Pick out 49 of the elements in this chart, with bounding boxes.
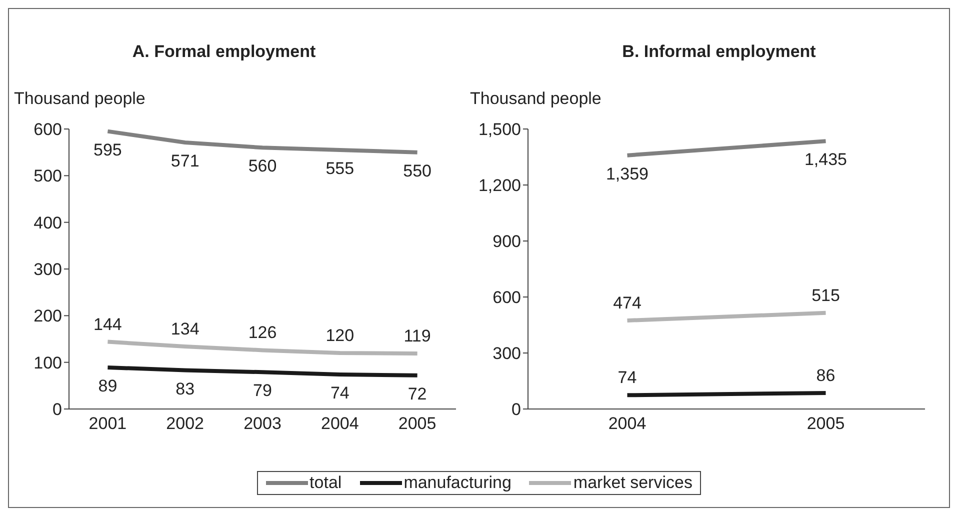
x-tick-label: 2004 — [608, 414, 646, 434]
y-tick-label: 1,200 — [478, 176, 521, 196]
legend-label: market services — [573, 473, 692, 493]
y-tick-label: 600 — [492, 288, 521, 308]
line-series — [106, 365, 420, 378]
x-tick-label: 2004 — [320, 414, 359, 434]
y-tick-label: 400 — [34, 213, 62, 232]
data-label: 126 — [248, 323, 277, 342]
data-label: 119 — [404, 326, 431, 346]
data-label: 555 — [326, 159, 354, 178]
data-label: 72 — [408, 384, 427, 404]
y-tick-label: 300 — [34, 260, 62, 280]
data-label: 89 — [98, 376, 118, 396]
data-label: 560 — [248, 156, 277, 176]
y-tick-label: 300 — [492, 344, 521, 364]
x-tick-label: 2005 — [398, 414, 436, 434]
data-label: 144 — [94, 314, 122, 334]
y-tick-label: 200 — [34, 306, 62, 326]
y-tick-label: 1,500 — [478, 120, 521, 140]
data-label: 515 — [812, 286, 840, 305]
data-label: 595 — [94, 140, 122, 160]
y-tick-label: 600 — [34, 120, 62, 140]
x-tick-label: 2005 — [806, 414, 845, 434]
y-tick-label: 900 — [492, 232, 521, 252]
data-label: 1,435 — [804, 150, 848, 170]
y-tick-label: 100 — [34, 353, 62, 372]
y-tick-label: 0 — [512, 400, 521, 420]
data-label: 134 — [170, 319, 200, 338]
y-axis-title: Thousand people — [14, 89, 146, 109]
data-label: 571 — [170, 152, 200, 171]
data-label: 74 — [330, 383, 350, 402]
chart-title: B. Informal employment — [621, 42, 817, 62]
data-label: 550 — [403, 161, 432, 180]
data-label: 120 — [326, 326, 354, 345]
data-label: 83 — [176, 379, 195, 398]
x-tick-label: 2002 — [166, 414, 204, 434]
data-label: 1,359 — [606, 164, 649, 184]
chart-title: A. Formal employment — [131, 42, 317, 62]
y-axis-title: Thousand people — [470, 89, 602, 109]
x-tick-label: 2001 — [88, 414, 127, 434]
data-label: 474 — [613, 294, 642, 313]
legend-label: manufacturing — [404, 473, 512, 493]
data-label: 74 — [618, 368, 637, 388]
y-tick-label: 500 — [34, 166, 62, 186]
legend-label: total — [310, 473, 342, 493]
y-tick-label: 0 — [52, 400, 62, 420]
data-label: 86 — [816, 366, 836, 385]
x-tick-label: 2003 — [244, 414, 282, 434]
data-label: 79 — [253, 381, 272, 400]
